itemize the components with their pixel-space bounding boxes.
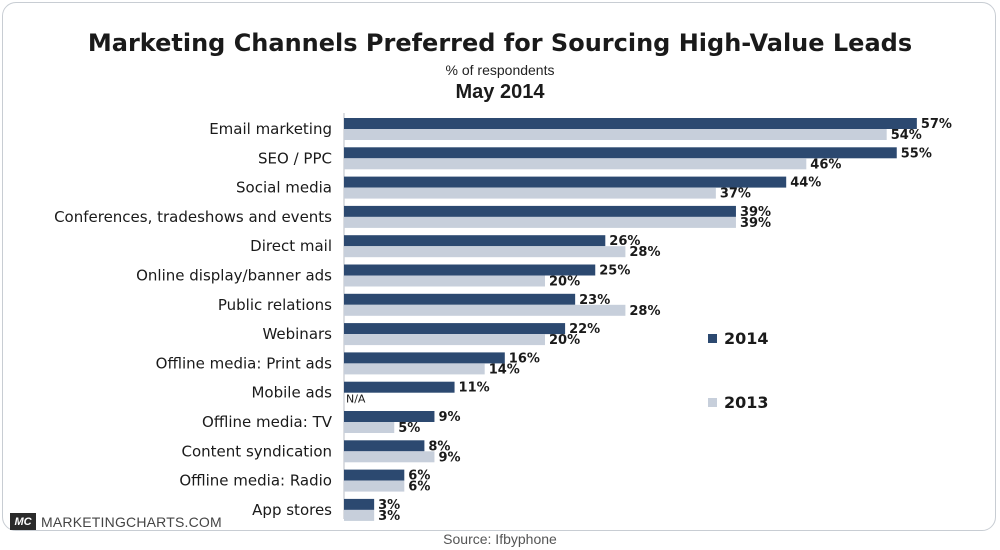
data-label-2013: 14%: [489, 362, 520, 377]
data-label-2013: 54%: [891, 128, 922, 143]
data-label-2013: 5%: [398, 421, 420, 436]
data-label-2013: 6%: [408, 480, 430, 495]
bar-2014: [344, 352, 505, 364]
bar-2013: [344, 480, 405, 492]
mc-logo-icon: MC: [10, 513, 36, 530]
bar-2013: [344, 187, 716, 199]
bar-2013: [344, 334, 545, 346]
chart-subtitle: % of respondents: [445, 62, 555, 78]
bar-2014: [344, 469, 405, 481]
category-label: Online display/banner ads: [136, 267, 332, 285]
data-label-na: N/A: [346, 393, 366, 406]
category-label: Offline media: Radio: [179, 472, 332, 490]
legend-item-2013: 2013: [708, 393, 769, 412]
data-label-2013: 20%: [549, 275, 580, 290]
category-label: Conferences, tradeshows and events: [54, 208, 332, 226]
bar-2013: [344, 451, 435, 463]
bar-2013: [344, 275, 545, 287]
bar-2013: [344, 129, 887, 140]
legend-label-2013: 2013: [724, 393, 769, 412]
bar-2014: [344, 440, 425, 452]
data-label-2014: 26%: [609, 234, 640, 249]
legend-swatch-2013: [708, 398, 717, 407]
bar-2014: [344, 264, 596, 276]
bar-2013: [344, 246, 626, 258]
bar-2014: [344, 118, 917, 129]
legend-label-2014: 2014: [724, 329, 769, 348]
bar-2013: [344, 158, 807, 170]
source-note: Source: Ifbyphone: [443, 531, 557, 547]
bar-2014: [344, 498, 375, 510]
data-label-2014: 9%: [438, 410, 460, 425]
data-label-2014: 25%: [599, 264, 630, 279]
category-label: Public relations: [218, 296, 332, 314]
data-label-2013: 3%: [378, 509, 400, 524]
bar-2014: [344, 205, 736, 217]
bar-2014: [344, 381, 455, 393]
bar-2014: [344, 411, 435, 422]
data-label-2013: 46%: [810, 157, 841, 172]
bar-2014: [344, 293, 576, 305]
category-label: Direct mail: [250, 237, 332, 255]
data-label-2014: 8%: [428, 439, 450, 454]
bar-2013: [344, 363, 485, 375]
category-label: Offline media: TV: [202, 413, 333, 431]
category-label: Webinars: [262, 325, 332, 343]
bar-2013: [344, 304, 626, 316]
bar-2013: [344, 422, 395, 433]
marketingcharts-logo: MC MARKETINGCHARTS.COM: [10, 513, 222, 530]
data-label-2013: 39%: [740, 216, 771, 231]
category-label: Email marketing: [209, 120, 332, 138]
data-label-2014: 23%: [579, 293, 610, 308]
category-label: Mobile ads: [251, 384, 332, 402]
category-label: Offline media: Print ads: [156, 354, 333, 372]
data-label-2014: 22%: [569, 322, 600, 337]
category-label: App stores: [252, 501, 332, 519]
bar-2013: [344, 216, 736, 228]
chart-title: Marketing Channels Preferred for Sourcin…: [87, 29, 913, 57]
data-label-2014: 16%: [509, 351, 540, 366]
chart-date: May 2014: [455, 81, 545, 103]
category-label: Content syndication: [182, 442, 332, 460]
data-label-2014: 44%: [790, 176, 821, 191]
bar-2014: [344, 147, 897, 159]
data-label-2013: 9%: [438, 450, 460, 465]
data-label-2014: 57%: [921, 117, 952, 132]
data-label-2014: 39%: [740, 205, 771, 220]
data-label-2013: 20%: [549, 333, 580, 348]
bar-2013: [344, 509, 375, 521]
bar-2014: [344, 235, 606, 247]
data-label-2013: 28%: [629, 304, 660, 319]
data-label-2013: 28%: [629, 245, 660, 260]
bar-2014: [344, 323, 566, 335]
data-label-2014: 55%: [901, 146, 932, 161]
data-label-2014: 3%: [378, 498, 400, 513]
site-name: MARKETINGCHARTS.COM: [41, 513, 222, 530]
legend-item-2014: 2014: [708, 329, 769, 348]
data-label-2014: 11%: [459, 381, 490, 396]
category-label: SEO / PPC: [258, 149, 332, 167]
data-label-2013: 37%: [720, 187, 751, 202]
legend-swatch-2014: [708, 334, 717, 343]
bar-2014: [344, 176, 787, 188]
data-label-2014: 6%: [408, 469, 430, 484]
category-label: Social media: [236, 179, 332, 197]
